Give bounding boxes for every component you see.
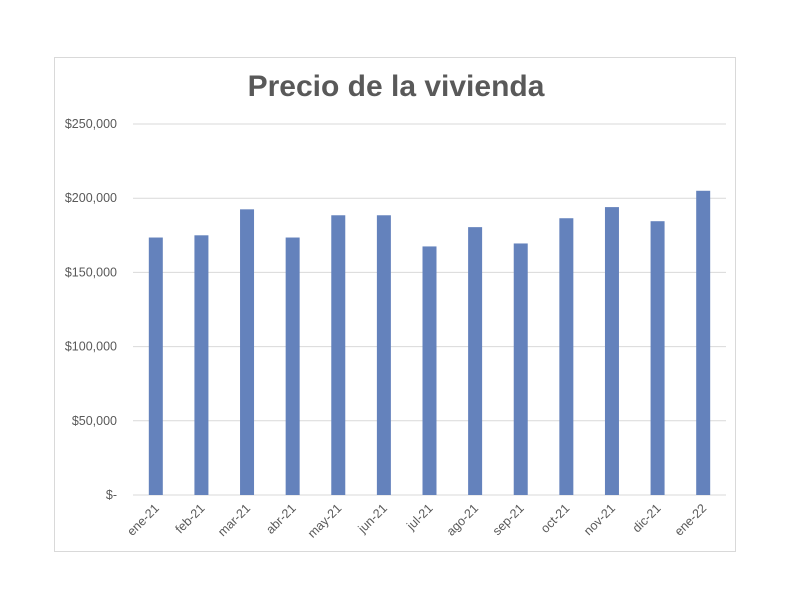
y-tick-label: $150,000 <box>65 265 117 279</box>
y-tick-label: $100,000 <box>65 340 117 354</box>
bar <box>422 246 437 495</box>
x-tick-label: ene-21 <box>124 501 161 538</box>
x-axis-tick-labels: ene-21 feb-21 mar-21 abr-21 may-21 jun-21 jul-… <box>124 501 709 540</box>
x-tick-label: mar-21 <box>215 501 253 539</box>
bar <box>240 209 255 495</box>
bar <box>604 207 619 495</box>
bar <box>513 243 528 495</box>
x-tick-label: ene-22 <box>672 501 709 538</box>
bar <box>696 190 711 495</box>
x-tick-label: may-21 <box>305 501 344 540</box>
bar <box>376 215 391 496</box>
x-tick-label: dic-21 <box>630 501 664 535</box>
bar <box>468 227 483 495</box>
bar <box>559 218 574 495</box>
bars <box>148 190 711 496</box>
y-tick-label: $250,000 <box>65 117 117 131</box>
chart-title: Precio de la vivienda <box>247 70 545 103</box>
bar <box>148 237 163 495</box>
x-tick-label: ago-21 <box>444 501 481 538</box>
x-tick-label: sep-21 <box>490 501 527 538</box>
bar <box>331 215 346 496</box>
y-tick-label: $- <box>106 488 117 502</box>
bar <box>650 221 665 495</box>
x-tick-label: jun-21 <box>355 501 390 536</box>
x-tick-label: abr-21 <box>263 501 298 536</box>
y-tick-label: $200,000 <box>65 191 117 205</box>
x-tick-label: jul-21 <box>403 501 435 533</box>
x-tick-label: oct-21 <box>538 501 572 535</box>
x-tick-label: feb-21 <box>173 501 208 536</box>
y-tick-label: $50,000 <box>72 414 117 428</box>
bar <box>285 237 300 495</box>
x-tick-label: nov-21 <box>581 501 618 538</box>
chart-frame <box>54 57 736 552</box>
bar <box>194 235 209 496</box>
y-axis-tick-labels: $- $50,000 $100,000 $150,000 $200,000 $250,00… <box>65 117 117 502</box>
